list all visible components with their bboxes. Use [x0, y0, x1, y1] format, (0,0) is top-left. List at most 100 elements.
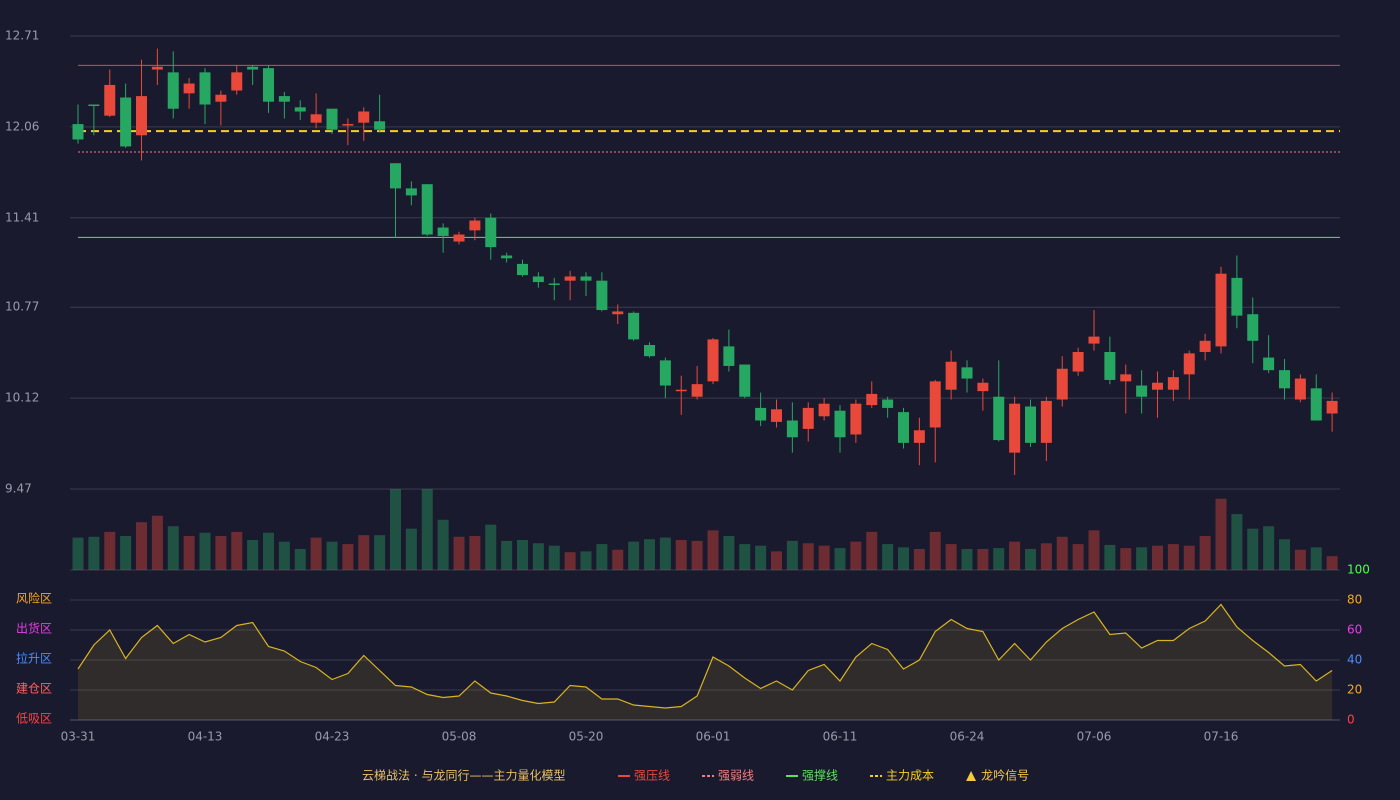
candle-body — [612, 311, 624, 315]
volume-bar — [1199, 535, 1211, 570]
volume-bar — [485, 524, 497, 570]
volume-bar — [818, 545, 830, 570]
volume-bar — [104, 531, 116, 570]
candle-body — [263, 68, 274, 102]
volume-bar — [405, 528, 417, 570]
volume-bar — [913, 548, 925, 570]
volume-bar — [1104, 544, 1116, 570]
legend-label: 强弱线 — [718, 769, 754, 783]
volume-bar — [882, 544, 894, 570]
candle-body — [151, 66, 163, 70]
volume-bar — [691, 540, 703, 570]
y2-tick-label: 40 — [1347, 653, 1362, 667]
x-tick-label: 06-01 — [696, 730, 731, 744]
volume-bar — [1247, 528, 1259, 570]
candle-body — [183, 83, 195, 94]
volume-bar — [802, 543, 814, 570]
candle-body — [247, 66, 259, 70]
candle-body — [898, 412, 909, 443]
volume-bar — [167, 526, 179, 570]
candle-body — [945, 361, 957, 390]
candle-body — [1136, 385, 1148, 397]
volume-bar — [199, 532, 211, 570]
candle-body — [786, 420, 798, 438]
candle-body — [104, 84, 116, 116]
zone-label: 建仓区 — [16, 682, 52, 696]
candle-body — [136, 96, 147, 136]
candle-body — [167, 72, 179, 109]
volume-bar — [612, 549, 624, 570]
volume-bar — [1136, 547, 1148, 570]
volume-bar — [120, 535, 132, 570]
candle-body — [1294, 378, 1306, 400]
volume-bar — [469, 535, 481, 570]
volume-bar — [707, 530, 719, 570]
volume-bar — [215, 535, 227, 570]
y-tick-label: 9.47 — [5, 482, 32, 496]
volume-bar — [532, 543, 544, 570]
volume-bar — [580, 551, 592, 570]
volume-bar — [72, 537, 84, 570]
candle-body — [961, 367, 973, 379]
candle-body — [723, 346, 735, 366]
volume-bar — [1215, 498, 1227, 570]
volume-bar — [1263, 526, 1275, 570]
volume-bar — [993, 548, 1005, 570]
volume-bar — [628, 541, 640, 570]
candle-body — [1120, 374, 1132, 382]
volume-bar — [866, 531, 878, 570]
candle-body — [1040, 400, 1052, 443]
volume-bar — [1025, 548, 1036, 570]
candle-body — [564, 276, 576, 281]
candle-body — [707, 339, 719, 382]
candle-body — [469, 220, 481, 231]
candle-body — [866, 393, 878, 406]
candle-body — [294, 107, 306, 112]
candle-body — [659, 360, 671, 386]
zone-label: 低吸区 — [16, 712, 52, 726]
oscillator-area — [78, 604, 1333, 720]
volume-bar — [390, 489, 401, 570]
candle-body — [326, 108, 338, 130]
volume-bar — [374, 535, 386, 570]
x-tick-label: 05-08 — [442, 730, 477, 744]
volume-bar — [596, 544, 608, 570]
volume-bar — [501, 540, 513, 570]
volume-bar — [1120, 548, 1132, 570]
volume-bar — [342, 544, 354, 570]
volume-bar — [517, 540, 528, 570]
volume-bar — [136, 522, 147, 570]
volume-bar — [548, 545, 560, 570]
candle-body — [913, 430, 925, 443]
volume-bar — [850, 541, 862, 570]
candle-body — [199, 72, 211, 105]
volume-bar — [1040, 543, 1052, 570]
x-tick-label: 06-24 — [950, 730, 985, 744]
candle-body — [850, 403, 862, 435]
candle-body — [1088, 336, 1100, 344]
candle-body — [993, 396, 1005, 441]
candle-body — [1183, 353, 1195, 375]
y2-tick-label: 100 — [1347, 563, 1370, 577]
candle-body — [421, 184, 433, 235]
volume-bar — [421, 489, 433, 570]
volume-bar — [739, 544, 751, 570]
candle-body — [1326, 400, 1338, 414]
candle-body — [1056, 368, 1068, 400]
candle-body — [1247, 314, 1259, 341]
x-tick-label: 07-06 — [1077, 730, 1112, 744]
candle-body — [802, 407, 814, 429]
candle-body — [596, 280, 608, 311]
volume-bar — [675, 540, 687, 570]
volume-bar — [151, 515, 163, 570]
legend-title: 云梯战法 · 与龙同行——主力量化模型 — [362, 769, 565, 783]
candle-body — [675, 389, 687, 392]
legend-label: 龙吟信号 — [981, 768, 1029, 783]
candle-body — [1104, 351, 1116, 380]
volume-bar — [644, 539, 655, 570]
candle-body — [834, 410, 846, 438]
volume-bar — [1088, 530, 1100, 570]
y2-tick-label: 20 — [1347, 683, 1362, 697]
candle-body — [1279, 370, 1290, 389]
